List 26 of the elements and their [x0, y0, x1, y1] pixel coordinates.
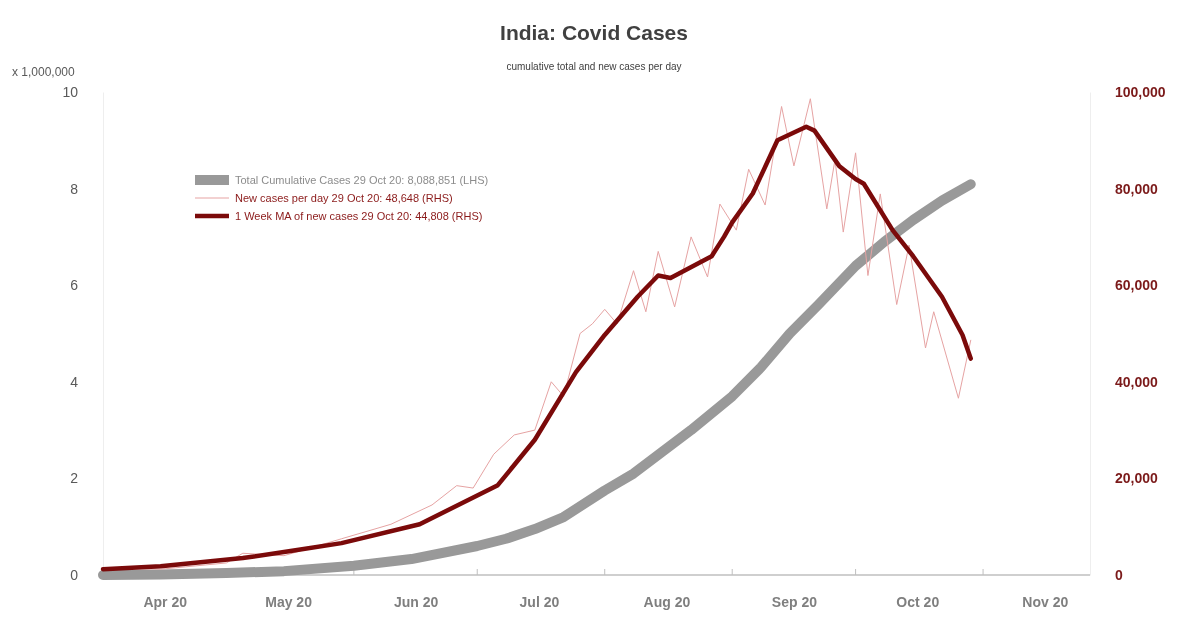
legend-label: New cases per day 29 Oct 20: 48,648 (RHS) — [235, 192, 453, 204]
y-tick-label: 0 — [70, 566, 79, 583]
y2-tick-label: 40,000 — [1115, 373, 1159, 390]
y-tick-label: 4 — [70, 373, 79, 390]
y-axis-title: x 1,000,000 — [12, 65, 76, 79]
x-tick-label: Aug 20 — [643, 593, 691, 610]
x-tick-label: Jun 20 — [393, 593, 439, 610]
x-tick-label: Oct 20 — [896, 593, 940, 610]
y2-tick-label: 100,000 — [1115, 83, 1166, 100]
x-tick-label: Nov 20 — [1022, 593, 1069, 610]
chart-subtitle: cumulative total and new cases per day — [506, 61, 682, 72]
x-tick-label: Sep 20 — [771, 593, 818, 610]
legend-label: Total Cumulative Cases 29 Oct 20: 8,088,851 (LHS) — [235, 174, 489, 186]
x-tick-label: Jul 20 — [519, 593, 560, 610]
y-tick-label: 2 — [70, 470, 79, 487]
y-tick-label: 8 — [70, 180, 79, 197]
y2-tick-label: 20,000 — [1115, 470, 1159, 487]
y2-tick-label: 60,000 — [1115, 277, 1159, 294]
y2-tick-label: 80,000 — [1115, 180, 1159, 197]
x-tick-label: May 20 — [265, 593, 313, 610]
legend-label: 1 Week MA of new cases 29 Oct 20: 44,808 (RHS) — [235, 210, 483, 222]
x-tick-label: Apr 20 — [143, 593, 188, 610]
y-tick-label: 10 — [62, 83, 79, 100]
y-tick-label: 6 — [70, 277, 79, 294]
y2-tick-label: 0 — [1115, 566, 1123, 583]
chart-title: India: Covid Cases — [500, 21, 688, 44]
